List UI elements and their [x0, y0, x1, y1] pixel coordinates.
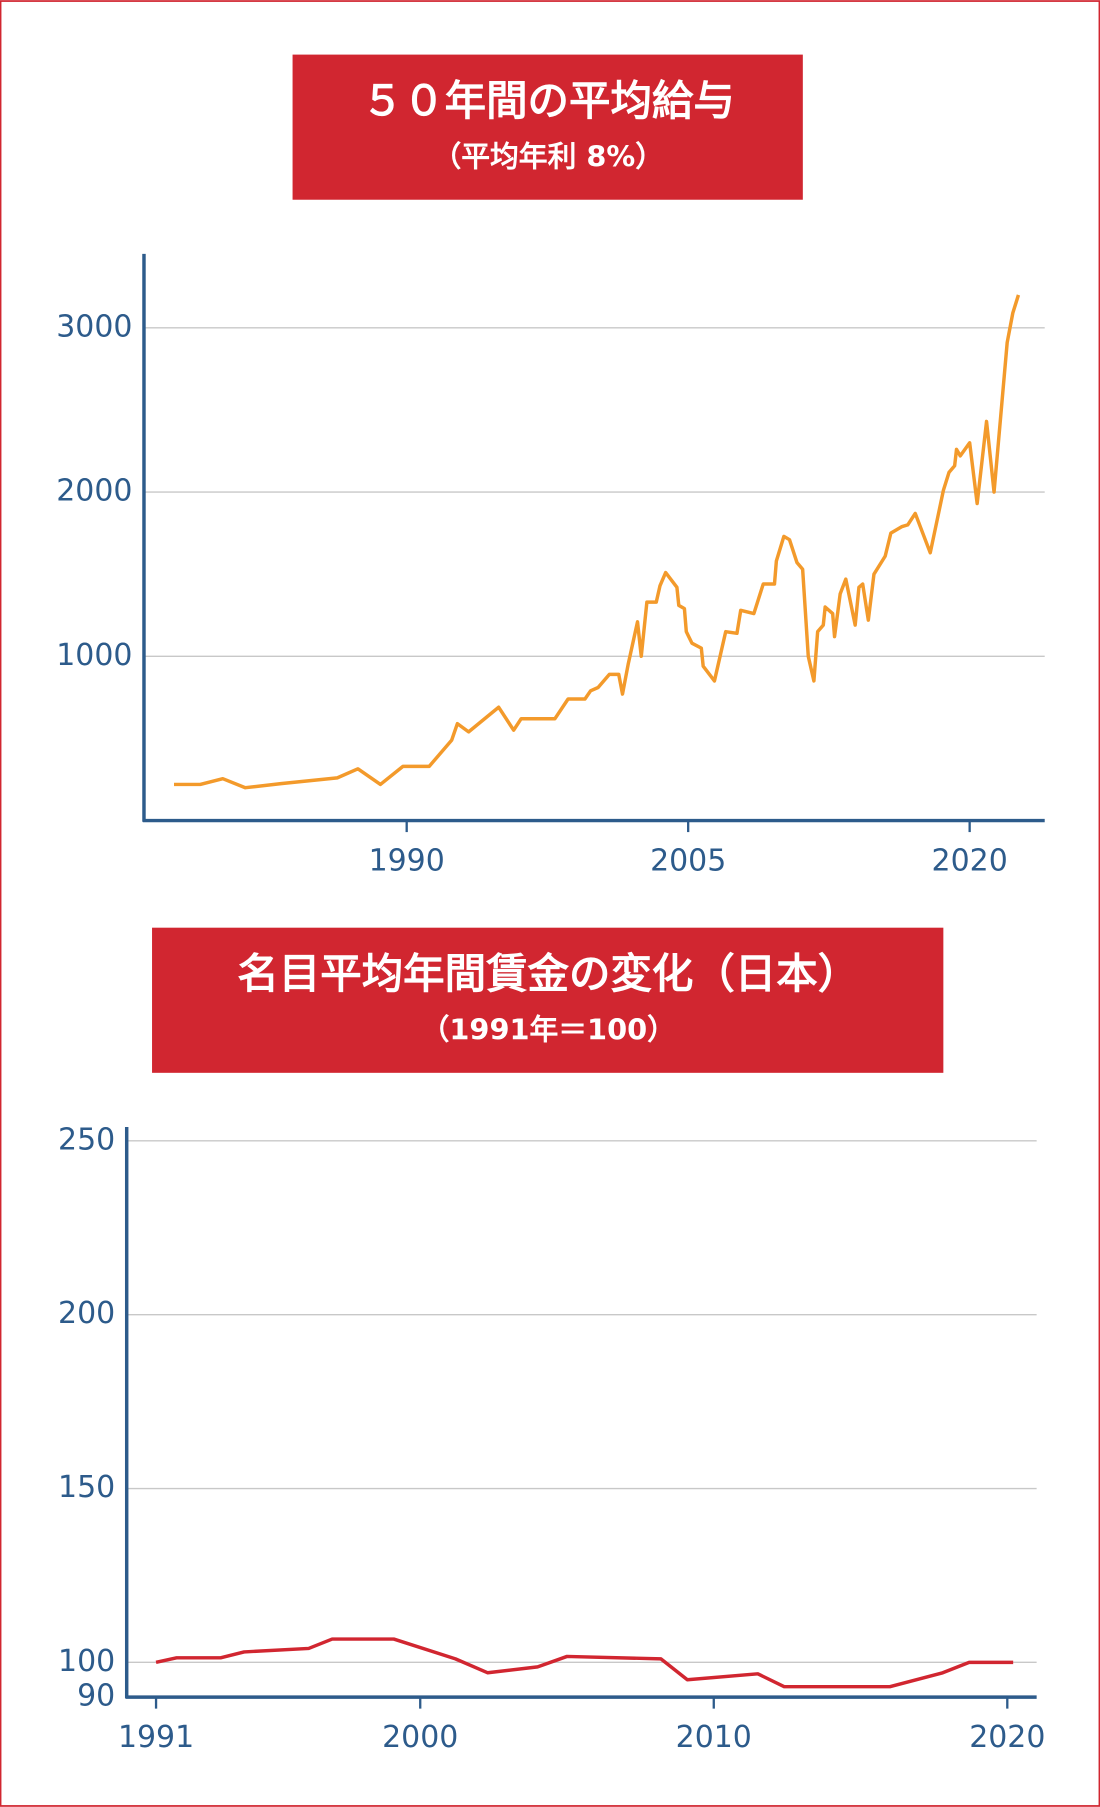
- chart-title: 名目平均年間賃金の変化（日本）: [237, 950, 859, 998]
- y-tick-label: 250: [58, 1122, 115, 1157]
- x-tick-label: 2005: [650, 844, 726, 879]
- title-box: [292, 54, 803, 200]
- y-tick-label: 200: [58, 1296, 115, 1331]
- title-box: [152, 927, 944, 1073]
- y-tick-label: 3000: [56, 309, 132, 344]
- x-tick-label: 1990: [369, 844, 445, 879]
- y-tick-label: 150: [58, 1470, 115, 1505]
- x-tick-label: 2020: [969, 1720, 1045, 1755]
- data-line: [174, 294, 1021, 790]
- x-tick-label: 1991: [118, 1720, 194, 1755]
- x-tick-label: 2000: [382, 1720, 458, 1755]
- data-line: [155, 1637, 1014, 1689]
- y-tick-label: 90: [77, 1679, 115, 1714]
- x-tick-label: 2020: [932, 844, 1008, 879]
- y-tick-label: 2000: [56, 474, 132, 509]
- x-tick-label: 2010: [676, 1720, 752, 1755]
- chart-title: ５０年間の平均給与: [362, 77, 735, 125]
- y-tick-label: 100: [58, 1644, 115, 1679]
- y-tick-label: 1000: [56, 638, 132, 673]
- chart-subtitle: （平均年利 8%）: [432, 139, 664, 173]
- chart-subtitle: （1991年＝100）: [421, 1012, 676, 1046]
